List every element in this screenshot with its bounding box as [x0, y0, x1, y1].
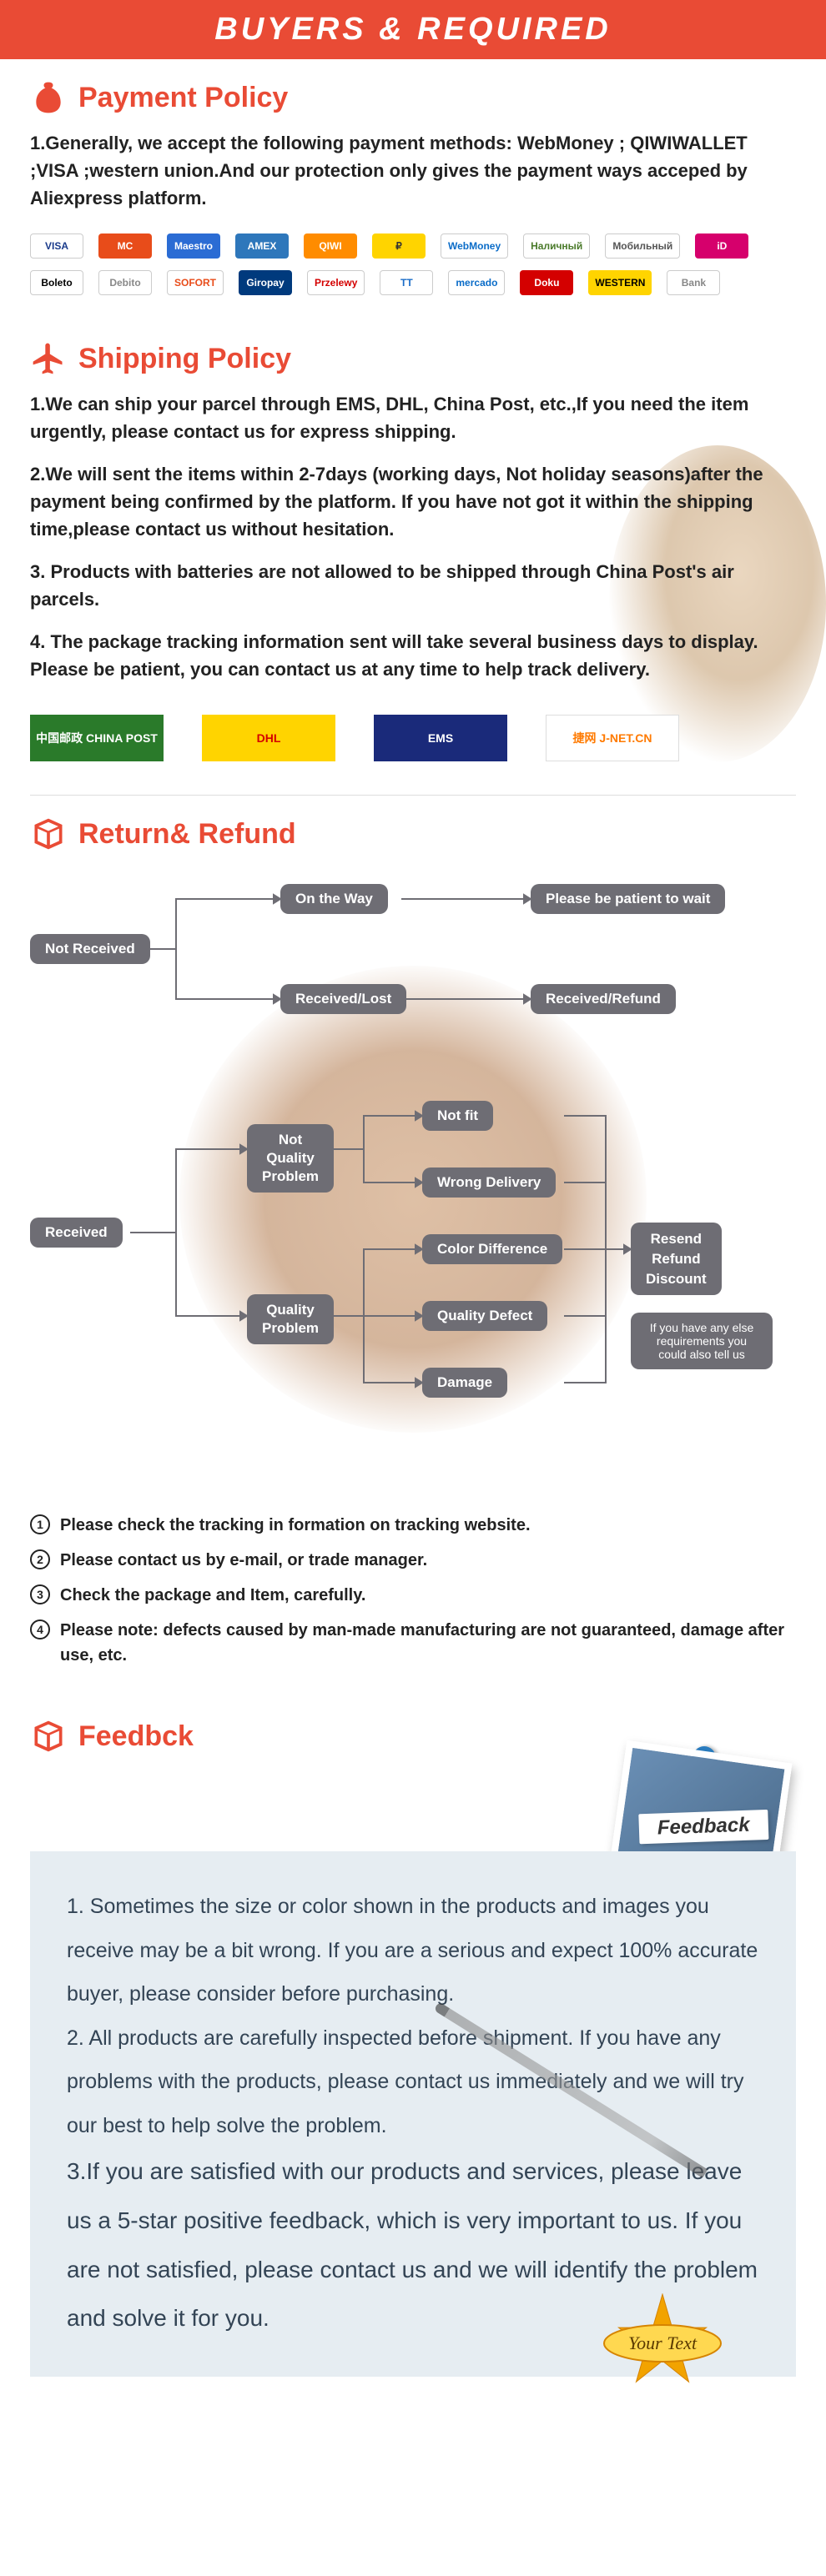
- carrier-logo: EMS: [374, 715, 507, 761]
- carrier-logo: DHL: [202, 715, 335, 761]
- money-bag-icon: [30, 79, 67, 116]
- payment-logo: ₽: [372, 233, 426, 259]
- return-note-item: 2Please contact us by e-mail, or trade m…: [30, 1543, 796, 1578]
- shipping-p4: 4. The package tracking information sent…: [30, 628, 796, 698]
- node-on-way: On the Way: [280, 884, 388, 914]
- return-section: Return& Refund Not R: [0, 796, 826, 1698]
- package-icon: [30, 816, 67, 852]
- node-color-diff: Color Difference: [422, 1234, 562, 1264]
- payment-logo: WebMoney: [441, 233, 508, 259]
- node-patient: Please be patient to wait: [531, 884, 725, 914]
- return-note-item: 3Check the package and Item, carefully.: [30, 1578, 796, 1613]
- return-flowchart: Not Received On the Way Please be patien…: [30, 866, 796, 1483]
- return-note-item: 4Please note: defects caused by man-made…: [30, 1613, 796, 1673]
- payment-logo: Maestro: [167, 233, 220, 259]
- return-notes-list: 1Please check the tracking in formation …: [30, 1499, 796, 1690]
- carrier-logo: 中国邮政 CHINA POST: [30, 715, 164, 761]
- payment-logo: MC: [98, 233, 152, 259]
- payment-logo: Boleto: [30, 270, 83, 295]
- node-quality-defect: Quality Defect: [422, 1301, 547, 1331]
- node-damage: Damage: [422, 1368, 507, 1398]
- badge-text: Your Text: [628, 2332, 698, 2353]
- star-badge: Your Text: [579, 2293, 746, 2393]
- payment-logo: Bank: [667, 270, 720, 295]
- payment-text: 1.Generally, we accept the following pay…: [30, 129, 796, 227]
- carrier-logo: 捷网 J-NET.CN: [546, 715, 679, 761]
- node-received-lost: Received/Lost: [280, 984, 406, 1014]
- node-wrong-delivery: Wrong Delivery: [422, 1167, 556, 1198]
- shipping-section: Shipping Policy 1.We can ship your parce…: [0, 320, 826, 795]
- node-not-fit: Not fit: [422, 1101, 493, 1131]
- payment-logo: SOFORT: [167, 270, 224, 295]
- payment-logo: Debito: [98, 270, 152, 295]
- feedback-section: Feedback 1. Sometimes the size or color …: [0, 1768, 826, 2410]
- feedback-p2: 2. All products are carefully inspected …: [67, 2016, 759, 2148]
- payment-logos: VISA MC Maestro AMEX QIWI ₽ WebMoney Наличный Мо…: [30, 227, 796, 312]
- node-quality: Quality Problem: [247, 1294, 334, 1344]
- payment-logo: VISA: [30, 233, 83, 259]
- payment-logo: Doku: [520, 270, 573, 295]
- node-not-quality: Not Quality Problem: [247, 1124, 334, 1193]
- feedback-box: 1. Sometimes the size or color shown in …: [30, 1851, 796, 2377]
- payment-logo: Giropay: [239, 270, 292, 295]
- payment-logo: QIWI: [304, 233, 357, 259]
- return-title: Return& Refund: [78, 818, 296, 851]
- shipping-title: Shipping Policy: [78, 343, 291, 375]
- shipping-p1: 1.We can ship your parcel through EMS, D…: [30, 390, 796, 460]
- node-received-refund: Received/Refund: [531, 984, 676, 1014]
- payment-logo: mercado: [448, 270, 505, 295]
- shipping-p2: 2.We will sent the items within 2-7days …: [30, 460, 796, 558]
- return-note-item: 1Please check the tracking in formation …: [30, 1508, 796, 1543]
- payment-title: Payment Policy: [78, 82, 288, 114]
- shipping-p3: 3. Products with batteries are not allow…: [30, 558, 796, 628]
- carrier-logos: 中国邮政 CHINA POST DHL EMS 捷网 J-NET.CN: [30, 698, 796, 786]
- node-not-received: Not Received: [30, 934, 150, 964]
- payment-logo: WESTERN: [588, 270, 652, 295]
- payment-logo: Przelewy: [307, 270, 365, 295]
- feedback-p1: 1. Sometimes the size or color shown in …: [67, 1885, 759, 2016]
- banner-title: BUYERS & REQUIRED: [0, 0, 826, 59]
- payment-logo: Наличный: [523, 233, 590, 259]
- payment-logo: iD: [695, 233, 748, 259]
- payment-logo: TT: [380, 270, 433, 295]
- node-note: If you have any else requirements you co…: [631, 1313, 773, 1369]
- package-icon: [30, 1718, 67, 1755]
- feedback-title: Feedbck: [78, 1720, 194, 1753]
- payment-logo: AMEX: [235, 233, 289, 259]
- payment-section: Payment Policy 1.Generally, we accept th…: [0, 59, 826, 320]
- node-received: Received: [30, 1218, 123, 1248]
- node-resend: Resend Refund Discount: [631, 1223, 722, 1295]
- airplane-icon: [30, 340, 67, 377]
- payment-logo: Мобильный: [605, 233, 680, 259]
- feedback-label: Feedback: [638, 1810, 768, 1844]
